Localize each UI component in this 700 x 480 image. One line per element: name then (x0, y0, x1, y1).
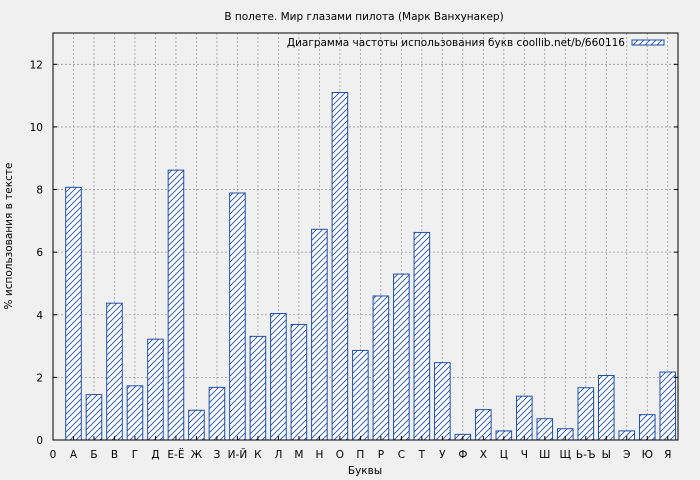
x-tick-label: Ц (500, 449, 508, 461)
x-tick-label: Е-Ё (167, 448, 184, 461)
bar-Ж (188, 409, 205, 441)
y-tick-label: 4 (36, 310, 43, 322)
legend-label: Диаграмма частоты использования букв coo… (287, 37, 625, 49)
x-tick-label: П (356, 449, 364, 461)
x-tick-label: Д (151, 449, 159, 461)
x-axis-title: Буквы (348, 465, 382, 477)
x-tick-label: В (111, 449, 118, 461)
plot-frame (52, 32, 679, 441)
x-tick-label: Р (378, 449, 384, 461)
bar-Ы (597, 375, 615, 441)
bar-С (393, 273, 410, 441)
x-tick-label: Б (90, 449, 97, 461)
bar-Е-Ё (167, 169, 185, 441)
bar-П (352, 349, 369, 441)
x-tick-label: К (254, 449, 262, 461)
bar-З (208, 386, 226, 441)
bar-А (65, 186, 82, 441)
bar-И-Й (229, 192, 246, 441)
y-tick-label: 8 (36, 185, 43, 197)
bar-Ь-Ъ (577, 387, 595, 441)
bar-У (434, 362, 451, 441)
y-axis: 0 2 4 6 8 10 12 (30, 59, 678, 447)
x-tick-label: Ь-Ъ (576, 449, 596, 461)
x-tick-label: Я (664, 449, 671, 461)
x-tick-label: Ю (642, 449, 653, 461)
bar-Р (372, 295, 390, 441)
bar-Х (475, 409, 492, 441)
x-axis: 0 А Б В Г Д Е-Ё Ж З И-Й К Л М Н О П Р С Т У Ф Х Ц Ч Ш Щ Ь-Ъ Ы Э Ю Я (50, 436, 671, 461)
x-tick-label: З (214, 449, 221, 461)
y-tick-label: 2 (36, 372, 43, 384)
x-tick-label: Э (623, 449, 630, 461)
x-tick-label: О (336, 449, 344, 461)
bar-М (290, 323, 308, 441)
x-tick-label: С (398, 449, 405, 461)
x-tick-label: Л (274, 449, 282, 461)
y-tick-label: 0 (36, 435, 43, 447)
x-tick-label: Ш (539, 449, 550, 461)
x-tick-label: Ж (191, 449, 203, 461)
x-tick-label: Г (132, 449, 138, 461)
bar-О (331, 91, 349, 441)
x-tick-label: Т (418, 449, 426, 461)
x-tick-label: У (439, 449, 446, 461)
y-axis-title: % использования в тексте (3, 163, 15, 310)
legend-swatch (631, 39, 665, 46)
x-tick-label: Ч (521, 449, 528, 461)
x-tick-label: Х (480, 449, 487, 461)
bar-К (249, 335, 267, 441)
y-tick-label: 10 (30, 122, 43, 134)
y-tick-label: 12 (30, 59, 43, 71)
x-tick-label: Ы (602, 449, 611, 461)
x-tick-label: А (70, 449, 78, 461)
legend: Диаграмма частоты использования букв coo… (287, 37, 665, 49)
y-tick-label: 6 (36, 247, 43, 259)
x-tick-label: И-Й (228, 448, 248, 461)
x-tick-label: Ф (458, 449, 467, 461)
bar-Д (147, 338, 164, 441)
bar-Г (126, 385, 144, 441)
x-tick-label: Щ (560, 449, 572, 461)
chart-title: В полете. Мир глазами пилота (Марк Ванху… (224, 11, 503, 23)
x-tick-label: М (294, 449, 303, 461)
bar-Б (85, 394, 103, 441)
x-tick-label: 0 (50, 449, 57, 461)
bar-Т (413, 231, 431, 441)
x-tick-label: Н (315, 449, 323, 461)
bar-Л (270, 313, 287, 441)
bar-Н (311, 228, 328, 441)
bar-Я (659, 371, 677, 441)
bar-Ч (516, 395, 533, 441)
bar-В (106, 302, 123, 441)
bars (65, 91, 677, 441)
